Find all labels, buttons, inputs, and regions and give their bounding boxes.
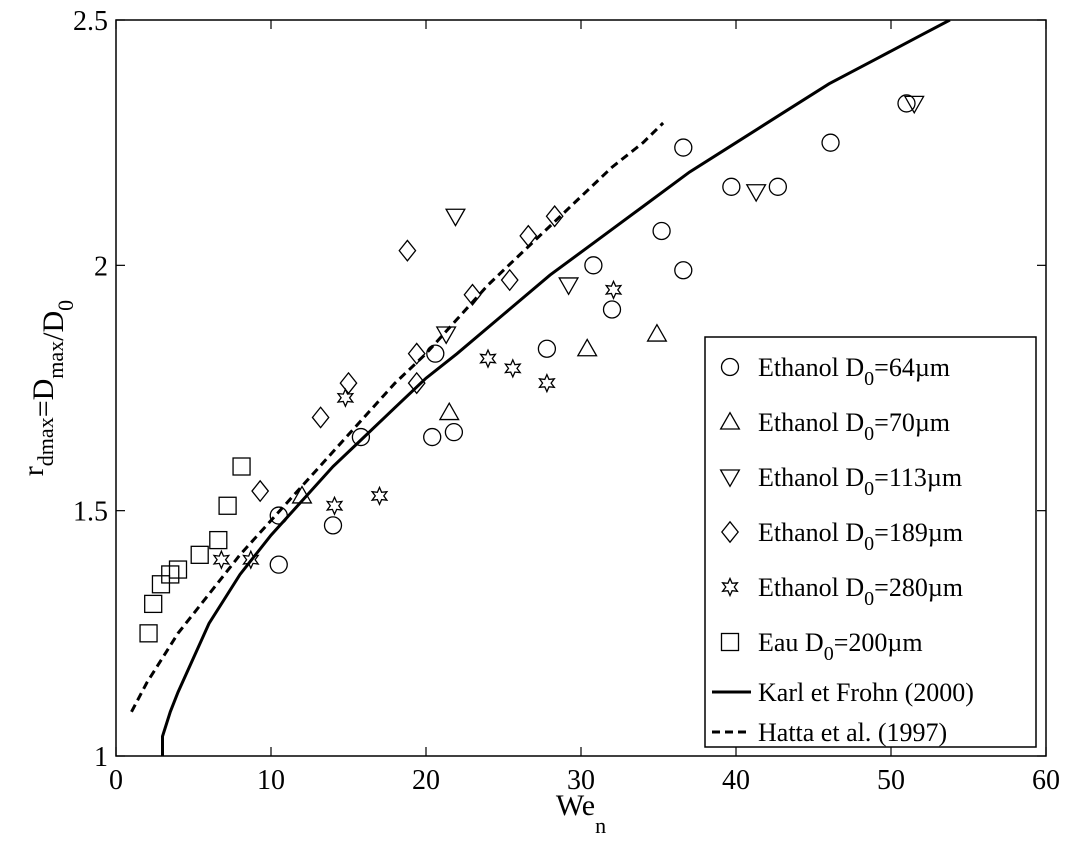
legend-item: Ethanol D0=189µm <box>721 518 963 555</box>
data-point <box>652 221 671 241</box>
data-point <box>144 594 163 614</box>
data-point <box>444 423 464 442</box>
legend-marker <box>719 411 741 430</box>
legend-marker <box>719 469 741 488</box>
data-point <box>407 371 426 395</box>
data-point <box>674 138 693 157</box>
data-point <box>212 549 231 570</box>
legend-marker <box>720 357 740 377</box>
data-point <box>537 339 557 358</box>
data-point <box>311 406 330 429</box>
data-point <box>576 338 598 357</box>
series-4 <box>212 279 623 570</box>
series-3 <box>251 205 564 503</box>
data-point <box>423 427 442 447</box>
x-tick-label: 40 <box>722 765 750 796</box>
data-point <box>903 95 925 115</box>
x-axis-label: Wen <box>556 789 606 838</box>
series-6 <box>161 20 951 756</box>
legend-label: Ethanol D0=113µm <box>758 463 962 500</box>
data-point <box>745 184 767 203</box>
data-point <box>674 261 693 280</box>
legend-item: Ethanol D0=113µm <box>719 463 962 500</box>
y-tick-label: 1.5 <box>73 497 108 528</box>
data-point <box>500 268 519 292</box>
legend-label: Ethanol D0=64µm <box>758 353 950 390</box>
legend-box <box>704 336 1037 748</box>
data-point <box>646 323 668 342</box>
legend-label: Hatta et al. (1997) <box>758 718 947 747</box>
data-point <box>407 342 426 365</box>
data-point <box>336 387 355 408</box>
data-point <box>604 279 623 301</box>
legend-label: Eau D0=200µm <box>758 628 923 665</box>
data-point <box>161 565 180 584</box>
data-point <box>897 94 916 113</box>
x-tick-label: 20 <box>412 765 440 796</box>
legend-label: Ethanol D0=189µm <box>758 518 963 555</box>
data-point <box>398 239 417 262</box>
legend-label: Ethanol D0=280µm <box>758 573 963 610</box>
data-point <box>232 457 251 476</box>
data-point <box>269 555 288 574</box>
legend-label: Ethanol D0=70µm <box>758 408 950 445</box>
legend-item: Ethanol D0=70µm <box>719 408 950 445</box>
legend-item: Eau D0=200µm <box>720 628 923 665</box>
legend-item: Hatta et al. (1997) <box>712 718 947 747</box>
data-point <box>151 575 171 594</box>
data-point <box>251 479 270 503</box>
legend-marker <box>721 520 739 544</box>
ticks-layer: 0 10 20 30 40 50 60 1 1.5 2 2.5 <box>73 6 1060 796</box>
data-point <box>190 545 209 564</box>
data-point <box>370 485 389 507</box>
data-point <box>339 371 358 395</box>
data-point <box>168 560 188 579</box>
x-tick-label: 10 <box>257 765 285 796</box>
data-point <box>538 372 556 394</box>
data-point <box>504 358 522 379</box>
data-point <box>602 300 622 319</box>
data-point <box>323 516 343 535</box>
data-point <box>325 495 344 516</box>
legend-item: Ethanol D0=64µm <box>720 353 950 390</box>
legend-item: Karl et Frohn (2000) <box>712 678 974 707</box>
series-line <box>161 20 951 756</box>
x-tick-label: 30 <box>567 765 595 796</box>
y-tick-label: 2 <box>94 251 108 282</box>
data-point <box>479 348 497 369</box>
x-tick-label: 50 <box>877 765 905 796</box>
legend-item: Ethanol D0=280µm <box>721 573 963 610</box>
x-tick-label: 0 <box>109 765 123 796</box>
data-point <box>426 344 445 363</box>
data-point <box>242 549 260 570</box>
data-point <box>722 177 741 196</box>
series-layer <box>130 20 951 756</box>
legend-label: Karl et Frohn (2000) <box>758 678 974 707</box>
data-point <box>584 256 603 275</box>
x-tick-label: 60 <box>1032 765 1060 796</box>
data-point <box>139 624 158 643</box>
data-point <box>768 177 787 196</box>
series-2 <box>435 95 925 345</box>
series-0 <box>269 94 916 574</box>
data-point <box>435 326 457 345</box>
data-point <box>444 208 466 227</box>
y-axis-label: rdmax=Dmax/D0 <box>17 300 78 476</box>
y-tick-label: 1 <box>94 742 108 773</box>
data-point <box>558 277 580 296</box>
data-point <box>209 530 228 550</box>
legend: Ethanol D0=64µm Ethanol D0=70µm Ethanol D0… <box>704 336 1037 748</box>
y-tick-label: 2.5 <box>73 6 108 37</box>
data-point <box>821 133 840 152</box>
data-point <box>351 427 371 447</box>
data-point <box>463 283 482 307</box>
legend-marker <box>720 632 740 652</box>
series-5 <box>139 457 251 643</box>
data-point <box>545 205 564 228</box>
data-point <box>438 401 460 421</box>
legend-marker <box>721 576 739 598</box>
data-point <box>218 496 237 515</box>
